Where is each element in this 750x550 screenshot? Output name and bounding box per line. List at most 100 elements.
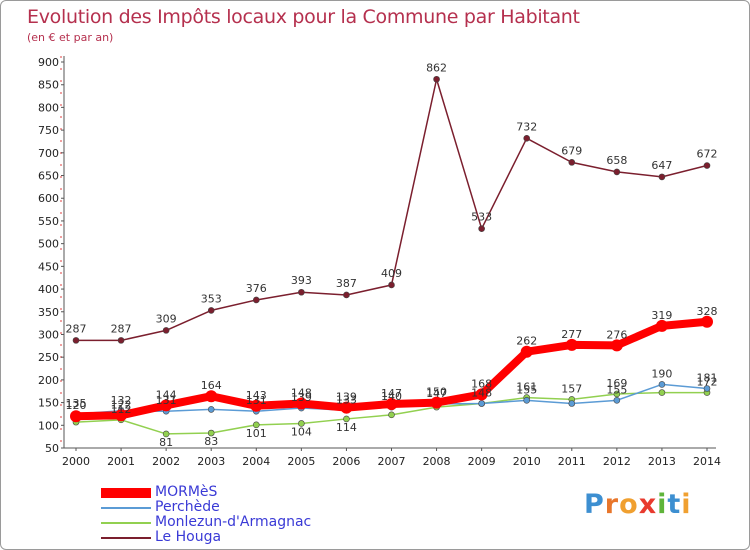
x-tick-label: 2010	[513, 455, 541, 468]
y-tick-label: 400	[38, 283, 59, 296]
x-tick-label: 2006	[332, 455, 360, 468]
data-point-morm-s	[295, 397, 308, 410]
data-point-le-houga	[117, 337, 125, 344]
data-label: 387	[336, 277, 357, 290]
data-label: 658	[606, 154, 627, 167]
logo-letter: x	[638, 489, 658, 520]
data-label: 181	[697, 372, 718, 385]
logo-letter: r	[604, 489, 620, 520]
data-point-morm-s	[520, 345, 533, 358]
y-tick-label: 600	[38, 192, 59, 205]
data-point-perch-de	[523, 397, 531, 404]
data-point-le-houga	[568, 159, 576, 166]
data-label: 277	[561, 328, 582, 341]
data-point-monlezun-d-armagnac	[207, 429, 215, 437]
data-point-monlezun-d-armagnac	[162, 430, 170, 438]
x-tick-label: 2005	[287, 455, 315, 468]
data-label: 81	[159, 436, 173, 449]
data-label: 287	[111, 322, 132, 335]
data-point-le-houga	[523, 134, 531, 142]
legend-label: Le Houga	[155, 529, 222, 545]
data-label: 83	[204, 435, 218, 448]
data-label: 131	[156, 394, 177, 407]
legend-item: Perchède	[101, 500, 401, 515]
chart-title: Evolution des Impôts locaux pour la Comm…	[27, 6, 580, 28]
x-tick-label: 2011	[558, 455, 586, 468]
data-label: 104	[291, 425, 312, 438]
y-tick-label: 350	[38, 306, 59, 319]
data-point-le-houga	[343, 291, 350, 299]
x-tick-label: 2009	[468, 455, 496, 468]
x-tick-label: 2003	[197, 455, 225, 468]
legend-swatch	[101, 521, 151, 524]
data-label: 150	[426, 386, 447, 399]
data-label: 161	[516, 381, 537, 394]
data-point-morm-s	[160, 399, 173, 412]
data-point-morm-s	[701, 315, 713, 328]
data-point-morm-s	[385, 397, 398, 410]
logo-letter: i	[657, 489, 668, 520]
data-label: 143	[246, 389, 267, 402]
data-point-le-houga	[658, 173, 666, 181]
x-tick-label: 2004	[242, 455, 270, 468]
legend-item: Monlezun-d'Armagnac	[101, 515, 401, 530]
data-point-perch-de	[658, 381, 666, 388]
data-label: 122	[111, 398, 132, 411]
data-label: 533	[471, 211, 492, 224]
data-label: 862	[426, 61, 447, 74]
legend-label: Perchède	[155, 499, 220, 515]
data-label: 131	[246, 394, 267, 407]
x-tick-label: 2014	[693, 455, 721, 468]
logo-letter: i	[681, 489, 692, 520]
data-label: 140	[381, 390, 402, 403]
data-label: 135	[66, 397, 87, 410]
x-tick-label: 2013	[648, 455, 676, 468]
data-label: 376	[246, 282, 267, 295]
data-label: 139	[291, 391, 312, 404]
x-tick-label: 2012	[603, 455, 631, 468]
series-line-le-houga	[75, 78, 708, 342]
data-point-morm-s	[340, 401, 353, 414]
data-point-le-houga	[252, 296, 260, 304]
y-tick-label: 500	[38, 238, 59, 251]
data-point-le-houga	[162, 327, 170, 334]
data-label: 157	[561, 382, 582, 395]
data-point-monlezun-d-armagnac	[658, 389, 666, 396]
data-point-monlezun-d-armagnac	[343, 415, 350, 423]
legend-item: MORMèS	[101, 485, 401, 500]
data-label: 133	[336, 393, 357, 406]
data-label: 112	[111, 403, 132, 416]
y-tick-label: 850	[38, 79, 59, 92]
y-tick-label: 650	[38, 170, 59, 183]
legend-swatch	[101, 506, 151, 509]
data-point-morm-s	[655, 319, 668, 332]
data-point-le-houga	[703, 162, 711, 169]
data-point-morm-s	[250, 399, 263, 412]
data-label: 155	[516, 383, 537, 396]
y-tick-label: 50	[45, 442, 59, 455]
data-label: 132	[111, 394, 132, 407]
data-label: 139	[336, 391, 357, 404]
data-point-monlezun-d-armagnac	[252, 421, 260, 429]
y-tick-label: 200	[38, 374, 59, 387]
data-label: 114	[336, 421, 357, 434]
x-tick-label: 2001	[107, 455, 135, 468]
data-point-morm-s	[475, 388, 488, 401]
data-point-monlezun-d-armagnac	[388, 411, 395, 419]
data-label: 148	[471, 386, 492, 399]
data-label: 144	[156, 388, 177, 401]
x-tick-label: 2008	[423, 455, 451, 468]
y-tick-label: 550	[38, 215, 59, 228]
y-tick-label: 700	[38, 147, 59, 160]
data-label: 319	[651, 309, 672, 322]
data-label: 287	[66, 322, 87, 335]
data-point-le-houga	[207, 307, 215, 314]
data-point-perch-de	[568, 400, 576, 407]
data-label: 276	[606, 328, 627, 341]
data-label: 148	[291, 386, 312, 399]
data-label: 164	[201, 379, 222, 392]
data-point-monlezun-d-armagnac	[613, 390, 621, 398]
data-point-perch-de	[207, 406, 215, 413]
